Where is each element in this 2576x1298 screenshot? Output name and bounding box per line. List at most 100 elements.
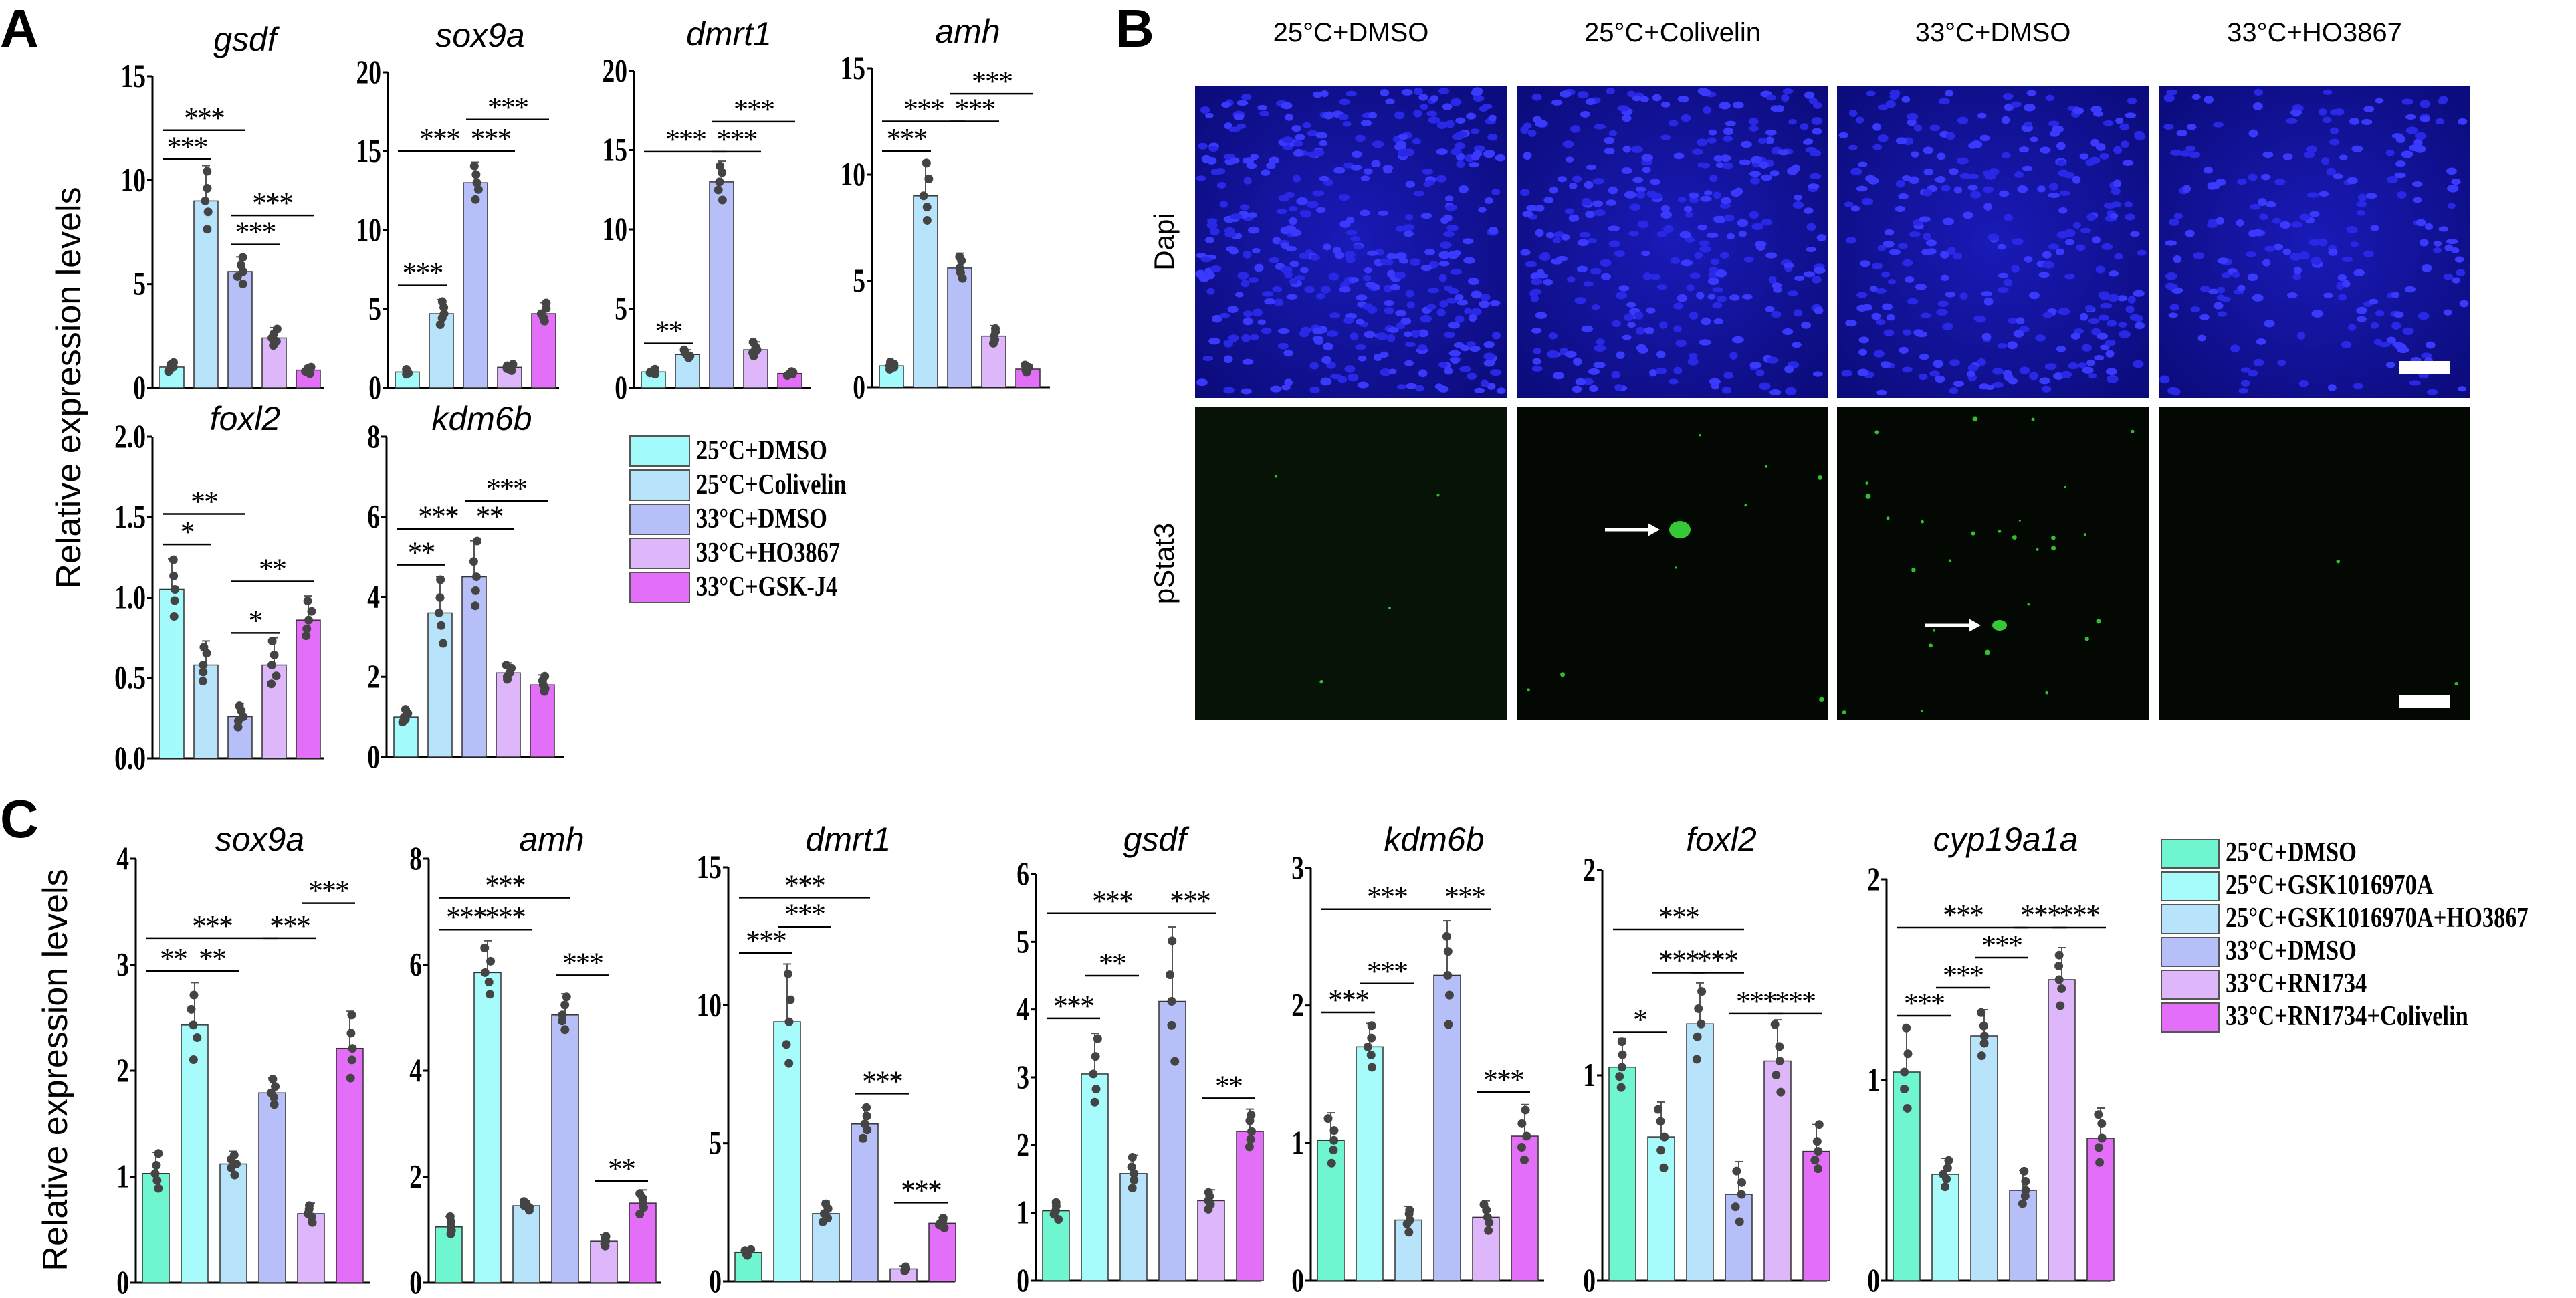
nucleus <box>1489 226 1498 235</box>
nucleus <box>2221 272 2231 278</box>
nucleus <box>1434 383 1444 390</box>
nucleus <box>2179 150 2191 157</box>
significance-label: *** <box>270 909 310 942</box>
data-point <box>1167 997 1176 1006</box>
nucleus <box>1394 111 1405 120</box>
image-background <box>1517 86 1828 398</box>
significance-label: *** <box>1092 885 1132 917</box>
data-point <box>635 1209 645 1218</box>
y-tick-label: 10 <box>356 211 381 248</box>
nucleus <box>1219 312 1230 319</box>
nucleus <box>1280 226 1291 235</box>
nucleus <box>2185 229 2195 237</box>
nucleus <box>2458 118 2468 125</box>
nucleus <box>2439 96 2448 104</box>
nucleus <box>2309 211 2320 217</box>
nucleus <box>1778 149 1790 156</box>
nucleus <box>2356 201 2367 208</box>
data-point <box>1090 1097 1099 1107</box>
data-point <box>601 1232 611 1241</box>
nucleus <box>1312 327 1324 335</box>
nucleus <box>1617 105 1630 112</box>
nucleus <box>2444 244 2454 252</box>
nucleus <box>2095 143 2106 151</box>
data-point <box>1443 947 1453 956</box>
nucleus <box>1535 204 1545 212</box>
nucleus <box>1988 233 2000 241</box>
nucleus <box>1206 221 1218 229</box>
nucleus <box>2213 122 2224 128</box>
nucleus <box>1307 151 1318 158</box>
data-point <box>1127 1162 1136 1172</box>
legend-label: 33°C+RN1734+Colivelin <box>2226 1001 2468 1032</box>
nucleus <box>2405 126 2418 134</box>
nucleus <box>1876 319 1886 326</box>
nucleus <box>2045 94 2054 102</box>
nucleus <box>1722 162 1733 169</box>
nucleus <box>2114 253 2123 260</box>
nucleus <box>1312 336 1323 342</box>
nucleus <box>1405 383 1418 389</box>
nucleus <box>2070 332 2081 340</box>
nucleus <box>2419 239 2429 247</box>
nucleus <box>1632 95 1641 102</box>
data-point <box>484 978 494 987</box>
nucleus <box>1627 90 1636 98</box>
nucleus <box>2163 124 2174 130</box>
nucleus <box>1901 96 1911 103</box>
nucleus <box>2363 250 2374 258</box>
nucleus <box>1787 290 1799 296</box>
nucleus <box>2100 344 2110 350</box>
nucleus <box>2451 178 2461 185</box>
significance-label: ** <box>191 485 217 518</box>
data-point <box>1770 1020 1780 1029</box>
nucleus <box>1350 164 1362 171</box>
nucleus <box>1243 310 1253 318</box>
nucleus <box>2397 191 2407 199</box>
nucleus <box>1968 142 1977 149</box>
nucleus <box>1868 177 1879 185</box>
nucleus <box>1484 150 1495 156</box>
nucleus <box>1550 258 1563 265</box>
positive-signal <box>2027 603 2030 606</box>
nucleus <box>1809 173 1822 180</box>
y-tick-label: 0.0 <box>114 740 146 776</box>
pstat3-image <box>1517 407 1828 720</box>
nucleus <box>1302 122 1311 128</box>
nucleus <box>1668 378 1679 385</box>
positive-signal <box>2064 485 2066 489</box>
nucleus <box>1953 186 1963 194</box>
nucleus <box>1768 276 1777 284</box>
legend-swatch <box>2161 839 2220 869</box>
nucleus <box>2402 327 2414 336</box>
nucleus <box>2329 127 2339 135</box>
data-point <box>1442 932 1451 941</box>
nucleus <box>1608 225 1620 232</box>
data-point <box>270 650 279 659</box>
data-point <box>445 1212 455 1221</box>
data-point <box>1618 1050 1627 1059</box>
significance-label: *** <box>1367 955 1407 988</box>
nucleus <box>2253 358 2264 367</box>
nucleus <box>1616 351 1625 359</box>
nucleus <box>2079 153 2089 160</box>
nucleus <box>1257 104 1267 111</box>
dapi-image <box>1837 86 2149 398</box>
data-point <box>2095 1158 2105 1167</box>
nucleus <box>2258 198 2267 207</box>
nucleus <box>1699 339 1711 346</box>
chart-title: foxl2 <box>210 400 281 437</box>
significance-label: *** <box>192 909 232 942</box>
nucleus <box>1709 175 1718 183</box>
nucleus <box>1264 298 1276 305</box>
significance-label: *** <box>446 901 486 934</box>
nucleus <box>1425 179 1435 186</box>
panel-label-a: A <box>0 0 39 58</box>
nucleus <box>1722 136 1733 142</box>
positive-signal <box>1274 475 1278 478</box>
nucleus <box>2026 90 2037 96</box>
nucleus <box>1811 117 1823 125</box>
nucleus <box>2165 240 2177 246</box>
